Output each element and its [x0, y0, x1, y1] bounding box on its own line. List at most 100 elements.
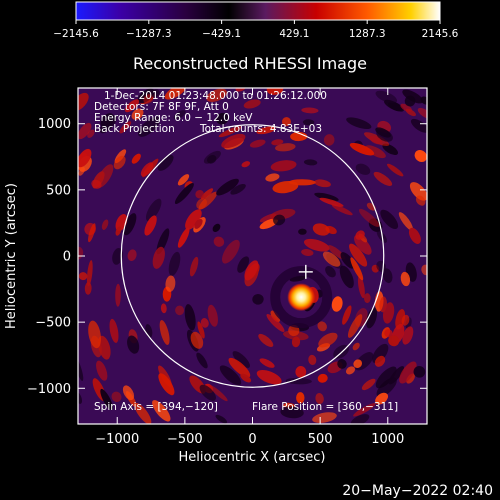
method-text: Back Projection [94, 123, 175, 135]
speckle-blob [272, 180, 299, 194]
speckle-blob [115, 283, 121, 307]
speckle-blob [302, 119, 315, 126]
x-axis-ticks: −1000 −500 0 500 1000 [95, 88, 404, 447]
x-tick-label: −1000 [95, 432, 139, 447]
speckle-blob [152, 246, 165, 269]
speckle-blob [212, 223, 221, 233]
y-tick-label: 1000 [38, 117, 71, 132]
speckle-blob [382, 143, 399, 155]
y-axis-ticks: −1000 −500 0 500 1000 [27, 117, 427, 397]
speckle-blob [243, 99, 261, 109]
speckle-blob [337, 359, 347, 369]
speckle-blob [281, 117, 292, 127]
speckle-blob [285, 377, 312, 385]
speckle-blob [185, 209, 202, 230]
speckle-blob [273, 214, 286, 226]
speckle-blob [124, 99, 140, 113]
speckle-blob [177, 174, 190, 186]
speckle-blob [382, 302, 395, 324]
speckle-blob [222, 239, 240, 264]
y-tick-label: 500 [46, 183, 71, 198]
speckle-blob [206, 88, 227, 102]
speckle-blob [115, 226, 122, 236]
speckle-blob [400, 271, 411, 287]
speckle-blob [280, 406, 304, 419]
speckle-blob [256, 126, 276, 135]
solar-limb-circle [120, 124, 385, 388]
speckle-blob [382, 268, 393, 284]
speckle-blob [158, 373, 175, 396]
speckle-blob [266, 314, 285, 332]
speckle-blob [195, 189, 204, 199]
speckle-blob [184, 304, 196, 331]
colorbar-tick-label: 2145.6 [422, 28, 459, 40]
speckle-blob [258, 333, 274, 347]
speckle-blob [190, 331, 204, 349]
x-tick-label: −500 [167, 432, 203, 447]
speckle-blob [363, 293, 371, 304]
speckle-blob [415, 195, 426, 206]
x-tick-label: 500 [308, 432, 333, 447]
speckle-blob [413, 365, 426, 378]
speckle-blob [270, 310, 281, 323]
speckle-blob [252, 293, 264, 305]
image-title: Reconstructed RHESSI Image [133, 54, 367, 73]
colorbar-tick-label: 429.1 [279, 28, 309, 40]
speckle-blob [375, 90, 398, 104]
speckle-blob [322, 251, 341, 267]
speckle-blob [410, 118, 427, 133]
speckle-blob [414, 149, 427, 163]
speckle-blob [398, 212, 413, 231]
speckle-blob [200, 318, 209, 328]
speckle-blob [358, 208, 380, 227]
speckle-blob [228, 357, 251, 378]
speckle-blob [131, 108, 144, 120]
speckle-blob [218, 126, 242, 138]
speckle-blob [353, 403, 376, 417]
speckle-blob [189, 256, 199, 277]
speckle-blob [331, 296, 343, 312]
speckle-blob [421, 264, 427, 276]
speckle-blob [342, 305, 352, 325]
speckle-blob [374, 355, 386, 367]
speckle-blob [209, 385, 228, 402]
speckle-blob [230, 183, 246, 195]
spin-axis-text: Spin Axis = [394,−120] [94, 401, 218, 413]
speckle-blob [355, 230, 365, 240]
colorbar-tick-label: −1287.3 [126, 28, 172, 40]
speckle-blob [194, 218, 203, 229]
flare-dark-ring [270, 266, 333, 329]
speckle-blob [353, 359, 363, 368]
speckle-blob [96, 164, 114, 188]
spin-axis-marker [298, 264, 313, 279]
image-area [78, 88, 427, 424]
speckle-blob [175, 305, 185, 316]
speckle-blob [88, 223, 96, 243]
speckle-blob [319, 197, 344, 207]
speckle-blob [237, 256, 250, 273]
speckle-blob [78, 148, 92, 168]
speckle-blob [417, 107, 427, 119]
speckle-blob [168, 251, 181, 276]
speckle-blob [266, 88, 284, 95]
speckle-blob [404, 95, 416, 107]
speckle-blob [303, 238, 330, 252]
speckle-blob [409, 182, 427, 201]
x-tick-label: 1000 [371, 432, 404, 447]
speckle-blob [384, 329, 393, 338]
speckle-blob [200, 188, 214, 200]
speckle-blob [312, 223, 330, 236]
speckle-blob [86, 260, 93, 287]
colorbar-tick-label: −429.1 [202, 28, 241, 40]
speckle-blob [318, 332, 338, 348]
speckle-blob [340, 252, 355, 269]
speckle-blob [376, 129, 393, 142]
speckle-blob [152, 400, 171, 422]
speckle-blob [240, 373, 252, 383]
speckle-blob [100, 388, 113, 411]
speckle-blob [317, 373, 328, 383]
speckle-blob [127, 249, 137, 262]
speckle-blob [345, 366, 356, 375]
speckle-blob [401, 314, 410, 326]
